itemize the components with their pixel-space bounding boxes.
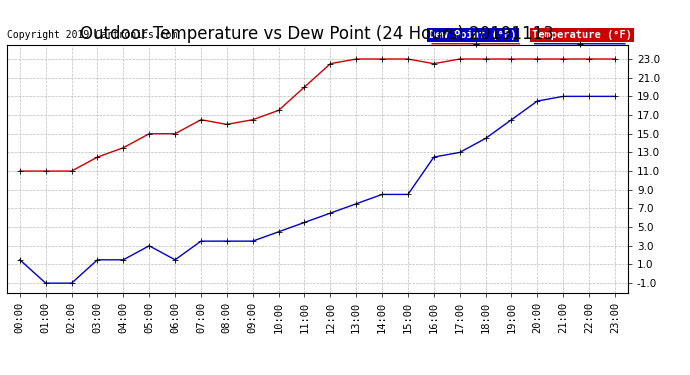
Text: Dew Point (°F): Dew Point (°F) xyxy=(429,30,517,40)
Title: Outdoor Temperature vs Dew Point (24 Hours) 20191113: Outdoor Temperature vs Dew Point (24 Hou… xyxy=(81,26,554,44)
Text: Copyright 2019 Cartronics.com: Copyright 2019 Cartronics.com xyxy=(7,30,177,40)
Text: Temperature (°F): Temperature (°F) xyxy=(531,30,631,40)
